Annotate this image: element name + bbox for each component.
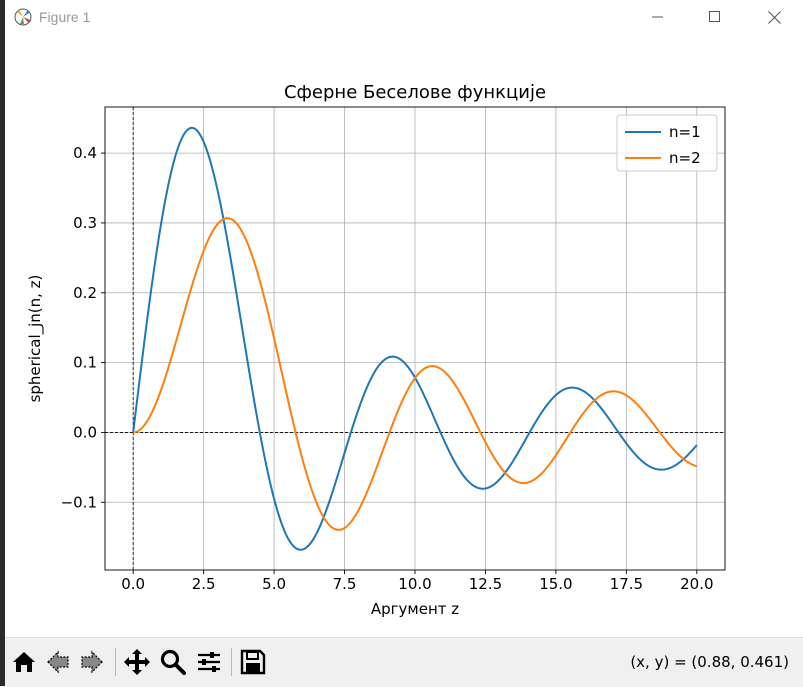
y-tick-label: 0.3 [73,214,97,232]
x-tick-label: 17.5 [610,575,643,593]
title-bar[interactable]: Figure 1 [5,0,803,34]
back-button[interactable] [42,646,74,678]
x-tick-label: 15.0 [539,575,572,593]
series-line-n=2 [133,217,698,531]
x-tick-label: 2.5 [192,575,216,593]
zoom-icon [160,649,186,675]
y-tick-label: 0.0 [73,423,97,441]
toolbar-separator [115,648,116,676]
close-button[interactable] [751,0,797,34]
minimize-icon [652,16,663,18]
back-icon [47,650,69,674]
matplotlib-app-icon [14,8,32,26]
configure-subplots-icon [198,652,220,672]
y-tick-label: 0.1 [73,354,97,372]
forward-icon [81,650,103,674]
configure-subplots-button[interactable] [193,646,225,678]
x-tick-label: 5.0 [262,575,286,593]
maximize-icon [709,11,720,22]
toolbar-separator [231,648,232,676]
background-window-edge [0,0,5,686]
pan-button[interactable] [121,646,153,678]
y-axis-label: spherical_jn(n, z) [26,275,45,403]
legend-label: n=1 [669,123,701,141]
cursor-coordinates: (x, y) = (0.88, 0.461) [630,653,789,671]
legend: n=1n=2 [616,114,718,172]
navigation-toolbar: (x, y) = (0.88, 0.461) [5,637,803,687]
save-icon [240,649,266,675]
chart-title: Сферне Беселове функције [284,82,546,103]
y-tick-label: 0.2 [73,284,97,302]
x-tick-label: 20.0 [680,575,713,593]
x-tick-label: 7.5 [333,575,357,593]
home-button[interactable] [8,646,40,678]
legend-box [616,114,718,172]
home-icon [13,652,35,672]
minimize-button[interactable] [635,0,681,34]
close-icon [767,10,781,24]
figure-canvas[interactable]: 0.0 2.5 5.0 7.5 10.0 12.5 15.0 17.5 20.0 −0.1 0.0 0… [5,34,803,637]
zoom-button[interactable] [157,646,189,678]
y-tick-label: −0.1 [61,493,97,511]
x-tick-label: 10.0 [398,575,431,593]
save-button[interactable] [237,646,269,678]
pan-icon [124,649,150,675]
plot-svg[interactable]: 0.0 2.5 5.0 7.5 10.0 12.5 15.0 17.5 20.0 −0.1 0.0 0… [5,34,803,637]
x-tick-label: 12.5 [469,575,502,593]
window-title: Figure 1 [39,9,91,25]
x-tick-label: 0.0 [121,575,145,593]
y-tick-label: 0.4 [73,144,97,162]
legend-label: n=2 [669,149,701,167]
x-axis-label: Аргумент z [371,600,459,618]
maximize-button[interactable] [692,0,738,34]
forward-button[interactable] [76,646,108,678]
